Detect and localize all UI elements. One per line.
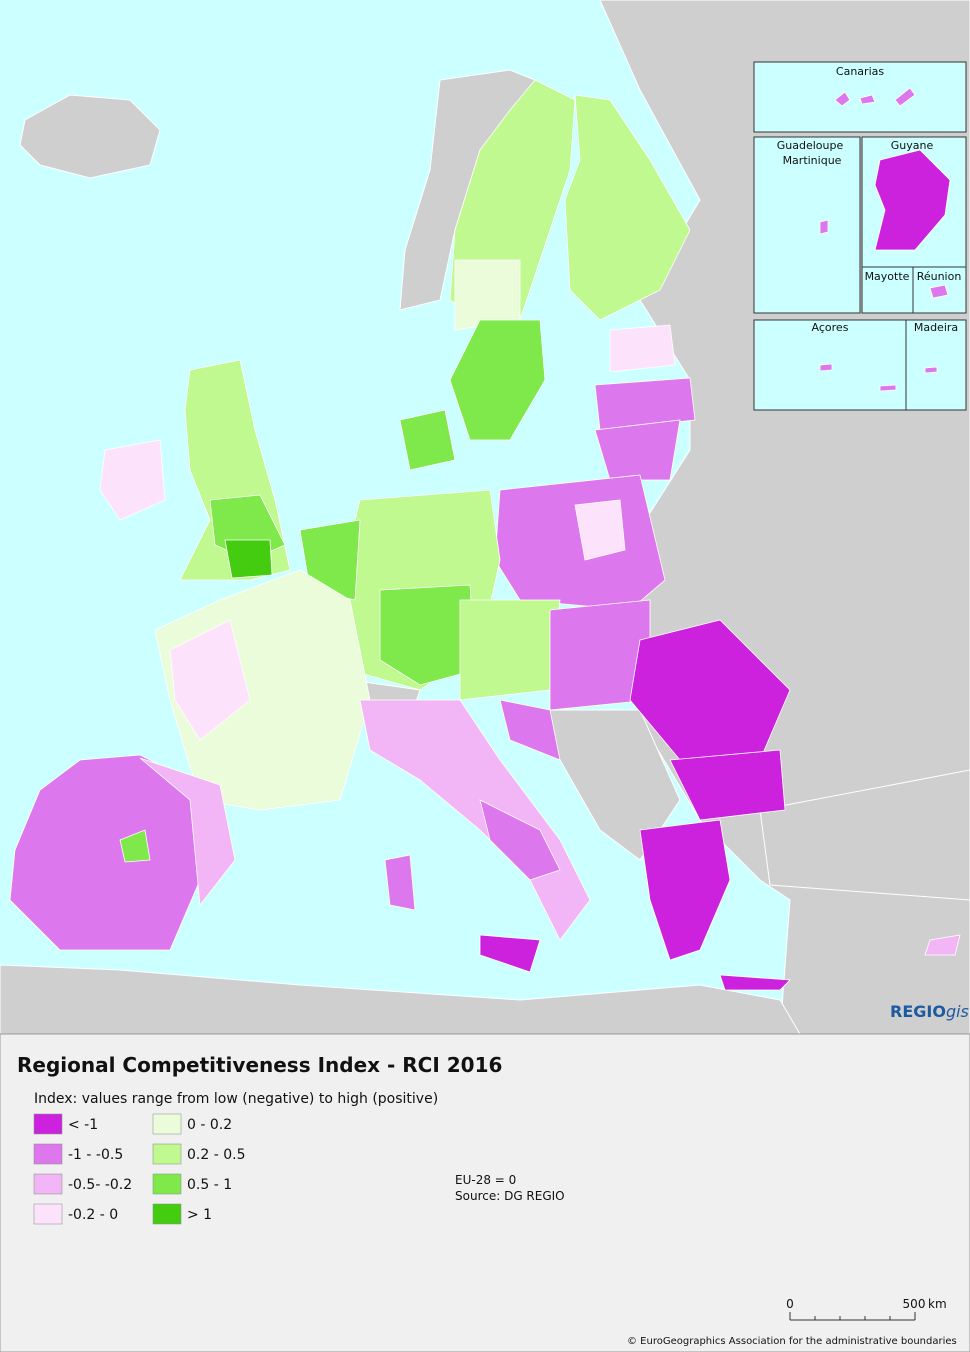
scale-label: 0 [786,1297,794,1311]
region [459,599,561,701]
region [669,749,786,821]
region [99,439,166,521]
logo-bold: REGIO [890,1002,946,1021]
legend-items: < -1 -1 - -0.5 -0.5- -0.2 -0.2 - 0 0 - 0.2 0.… [33,1113,245,1225]
region [494,474,666,611]
legend-subtitle: Index: values range from low (negative) … [34,1091,438,1107]
scale-unit: km [928,1297,947,1311]
note: EU-28 = 0 [455,1173,516,1187]
region [834,91,851,107]
inset-label: Mayotte [865,270,910,283]
legend-label: 0.2 - 0.5 [187,1147,245,1163]
legend-swatch [152,1143,182,1165]
inset-label: Canarias [836,65,884,78]
legend-title: Regional Competitiveness Index - RCI 201… [17,1053,502,1077]
legend-swatch [33,1113,63,1135]
legend-label: -0.2 - 0 [68,1207,118,1223]
regions [9,79,961,991]
region [454,259,521,331]
region [639,819,731,961]
region [609,324,676,373]
inset-label: Réunion [917,270,962,283]
region [879,384,897,392]
region [564,94,691,321]
inset-label: Madeira [914,321,958,334]
note: Source: DG REGIO [455,1189,565,1203]
iceland [19,94,161,179]
turkey [759,769,970,901]
region [399,409,456,471]
legend-label: 0.5 - 1 [187,1177,232,1193]
legend-swatch [152,1113,182,1135]
region [924,934,961,956]
region [449,319,546,441]
logo-italic: gis [946,1002,969,1021]
scale-label: 500 [903,1297,926,1311]
legend-swatch [152,1173,182,1195]
legend-label: 0 - 0.2 [187,1117,232,1133]
insets: Canarias Guadeloupe Martinique Guyane Ma… [753,61,967,411]
region [719,974,791,991]
inset-box [753,136,861,314]
legend-label: -1 - -0.5 [68,1147,123,1163]
region [819,219,829,235]
region [594,419,681,481]
region [574,499,626,561]
legend-label: -0.5- -0.2 [68,1177,132,1193]
region [139,757,236,907]
legend-label: > 1 [187,1207,212,1223]
region [359,699,591,941]
region [499,699,561,761]
region [169,619,251,741]
scale-bar: 0 500 km [786,1297,947,1321]
region [874,149,951,251]
inset-label: Guadeloupe [777,139,844,152]
inset-box [905,319,967,411]
region [384,854,416,911]
legend-swatch [152,1203,182,1225]
inset-box [753,61,967,133]
legend-swatch [33,1143,63,1165]
region [894,87,916,107]
inset-label: Martinique [783,154,842,167]
region [929,284,949,299]
region [119,829,151,863]
region [479,799,561,881]
inset-label: Açores [812,321,849,334]
legend-label: < -1 [68,1117,98,1133]
region [154,569,371,811]
region [224,539,273,579]
inset-label: Guyane [891,139,934,152]
region [479,934,541,973]
region [859,94,876,105]
region [594,377,696,431]
legend-swatch [33,1203,63,1225]
region [924,366,938,374]
copyright: © EuroGeographics Association for the ad… [627,1336,957,1347]
region [819,363,833,372]
logo: REGIOgis [890,1002,969,1021]
legend-swatch [33,1173,63,1195]
region [379,584,476,686]
